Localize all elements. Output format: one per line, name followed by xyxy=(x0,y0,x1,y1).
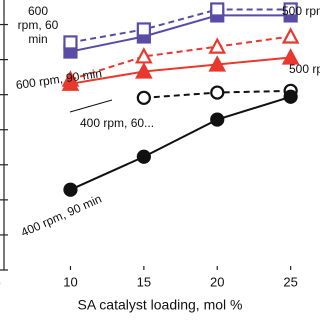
marker xyxy=(283,89,298,104)
series-line xyxy=(70,35,291,81)
series-line xyxy=(70,8,291,44)
marker xyxy=(136,90,151,105)
marker xyxy=(208,55,227,72)
leader-line xyxy=(69,99,113,113)
x-tick-label: 20 xyxy=(210,274,224,289)
series-line xyxy=(70,95,291,191)
marker xyxy=(281,27,300,44)
x-tick-label: 5 xyxy=(0,274,1,289)
marker xyxy=(210,112,225,127)
annotation: rpm, 60 xyxy=(18,18,59,32)
x-tick-label: 25 xyxy=(283,274,297,289)
marker xyxy=(210,2,225,17)
annotation: 600 xyxy=(28,4,48,18)
marker xyxy=(136,22,151,37)
marker xyxy=(136,149,151,164)
annotation: 600 rpm, 90 min xyxy=(15,66,103,92)
series-line xyxy=(70,14,291,53)
x-axis-title: SA catalyst loading, mol % xyxy=(78,297,243,313)
annotation: 400 rpm, 90 min xyxy=(19,192,104,240)
marker xyxy=(281,48,300,65)
marker xyxy=(208,37,227,54)
x-tick-label: 15 xyxy=(137,274,151,289)
annotation: 500 rpm xyxy=(282,4,320,18)
annotation: 500 rpm xyxy=(289,62,320,76)
annotation: 400 rpm, 60... xyxy=(80,116,154,130)
marker xyxy=(135,62,153,79)
marker xyxy=(63,35,78,50)
annotation: min xyxy=(28,32,47,46)
series-line xyxy=(70,56,291,85)
marker xyxy=(210,85,225,100)
marker xyxy=(63,182,78,197)
marker xyxy=(283,2,298,17)
x-tick-label: 10 xyxy=(63,274,77,289)
marker xyxy=(61,74,80,91)
